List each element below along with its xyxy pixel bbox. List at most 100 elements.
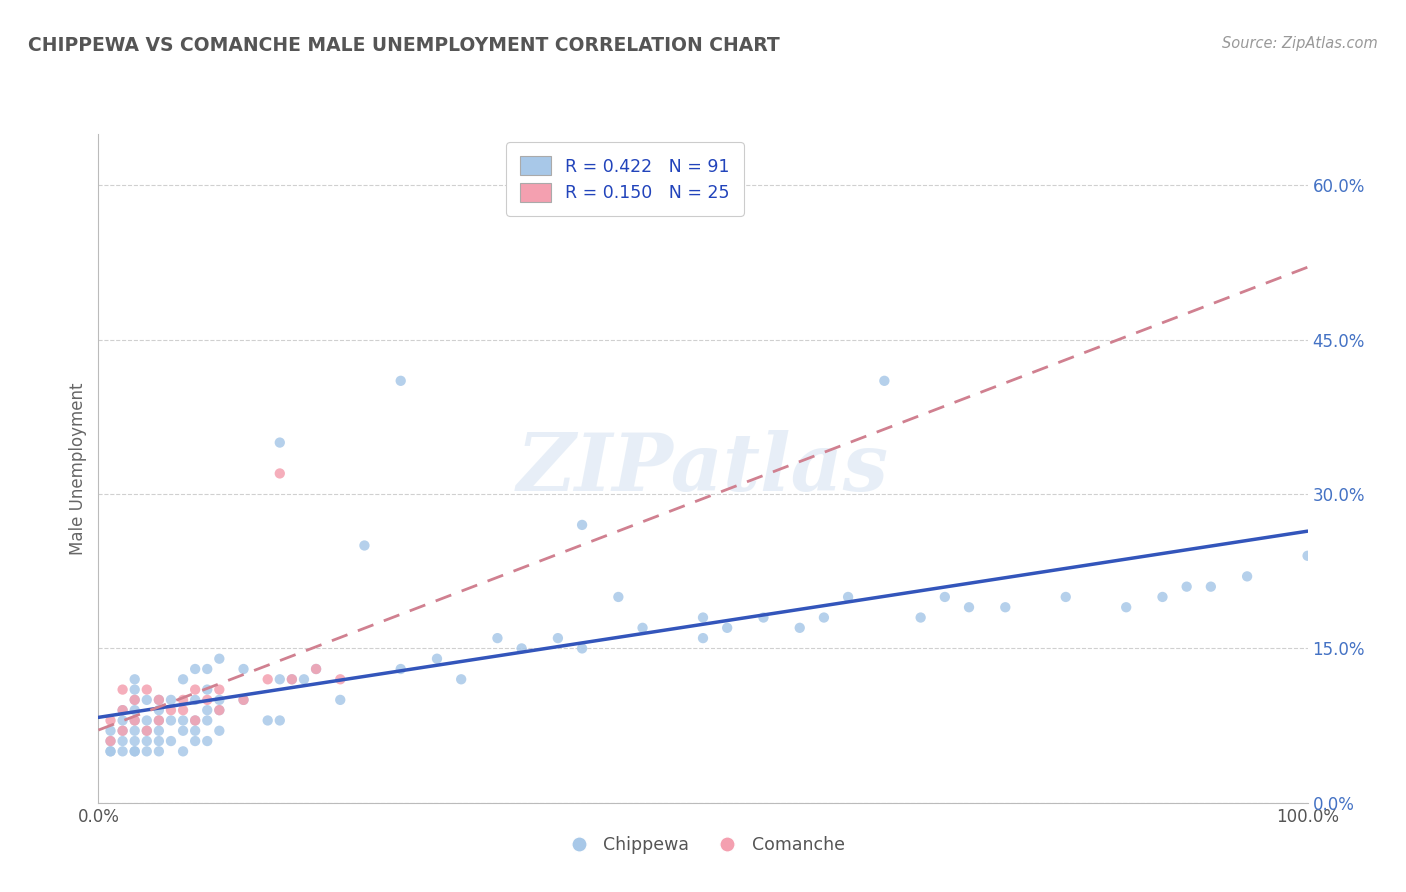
Point xyxy=(184,662,207,676)
Point xyxy=(124,744,146,758)
Point xyxy=(571,641,593,656)
Point xyxy=(547,631,569,645)
Point xyxy=(124,714,146,728)
Point xyxy=(124,734,146,748)
Point xyxy=(813,610,835,624)
Point xyxy=(269,435,291,450)
Point xyxy=(389,374,412,388)
Point xyxy=(124,703,146,717)
Point xyxy=(148,714,170,728)
Point xyxy=(957,600,980,615)
Point xyxy=(184,734,207,748)
Point xyxy=(232,693,254,707)
Point xyxy=(124,693,146,707)
Point xyxy=(910,610,932,624)
Legend: Chippewa, Comanche: Chippewa, Comanche xyxy=(554,830,852,861)
Point xyxy=(160,714,183,728)
Point xyxy=(160,734,183,748)
Point xyxy=(208,703,231,717)
Point xyxy=(329,693,352,707)
Point xyxy=(269,467,291,481)
Point xyxy=(510,641,533,656)
Point xyxy=(269,673,291,687)
Point xyxy=(172,723,194,738)
Point xyxy=(789,621,811,635)
Point xyxy=(1152,590,1174,604)
Point xyxy=(148,693,170,707)
Point xyxy=(124,744,146,758)
Point xyxy=(160,693,183,707)
Point xyxy=(281,673,304,687)
Point xyxy=(172,714,194,728)
Point xyxy=(135,682,157,697)
Point xyxy=(353,539,375,553)
Point xyxy=(426,651,449,665)
Point xyxy=(124,693,146,707)
Point xyxy=(135,714,157,728)
Point xyxy=(692,610,714,624)
Point xyxy=(195,662,218,676)
Point xyxy=(160,703,183,717)
Point xyxy=(716,621,738,635)
Point xyxy=(135,744,157,758)
Point xyxy=(486,631,509,645)
Point xyxy=(184,682,207,697)
Point xyxy=(305,662,328,676)
Point xyxy=(184,723,207,738)
Point xyxy=(100,744,122,758)
Point xyxy=(208,703,231,717)
Point xyxy=(1236,569,1258,583)
Point xyxy=(195,734,218,748)
Point xyxy=(256,714,278,728)
Point xyxy=(111,703,134,717)
Point xyxy=(184,714,207,728)
Point xyxy=(148,734,170,748)
Point xyxy=(389,662,412,676)
Point xyxy=(124,723,146,738)
Point xyxy=(135,723,157,738)
Point xyxy=(1199,580,1222,594)
Point xyxy=(172,703,194,717)
Point xyxy=(450,673,472,687)
Point xyxy=(994,600,1017,615)
Text: CHIPPEWA VS COMANCHE MALE UNEMPLOYMENT CORRELATION CHART: CHIPPEWA VS COMANCHE MALE UNEMPLOYMENT C… xyxy=(28,36,780,54)
Point xyxy=(208,723,231,738)
Point xyxy=(172,744,194,758)
Point xyxy=(256,673,278,687)
Point xyxy=(111,744,134,758)
Point xyxy=(281,673,304,687)
Point xyxy=(100,744,122,758)
Point xyxy=(607,590,630,604)
Point xyxy=(172,673,194,687)
Point xyxy=(148,744,170,758)
Text: ZIPatlas: ZIPatlas xyxy=(517,430,889,507)
Point xyxy=(148,714,170,728)
Point xyxy=(195,682,218,697)
Point xyxy=(292,673,315,687)
Point xyxy=(752,610,775,624)
Point xyxy=(135,723,157,738)
Point xyxy=(111,734,134,748)
Point xyxy=(208,693,231,707)
Point xyxy=(111,682,134,697)
Point xyxy=(184,693,207,707)
Point xyxy=(111,714,134,728)
Text: Source: ZipAtlas.com: Source: ZipAtlas.com xyxy=(1222,36,1378,51)
Point xyxy=(135,734,157,748)
Point xyxy=(1054,590,1077,604)
Point xyxy=(934,590,956,604)
Point xyxy=(329,673,352,687)
Point xyxy=(208,651,231,665)
Point xyxy=(172,693,194,707)
Point xyxy=(124,673,146,687)
Point xyxy=(1175,580,1198,594)
Point xyxy=(232,662,254,676)
Point xyxy=(837,590,859,604)
Point xyxy=(100,723,122,738)
Point xyxy=(208,682,231,697)
Point xyxy=(195,693,218,707)
Point xyxy=(100,734,122,748)
Point xyxy=(124,714,146,728)
Point xyxy=(124,682,146,697)
Point xyxy=(232,693,254,707)
